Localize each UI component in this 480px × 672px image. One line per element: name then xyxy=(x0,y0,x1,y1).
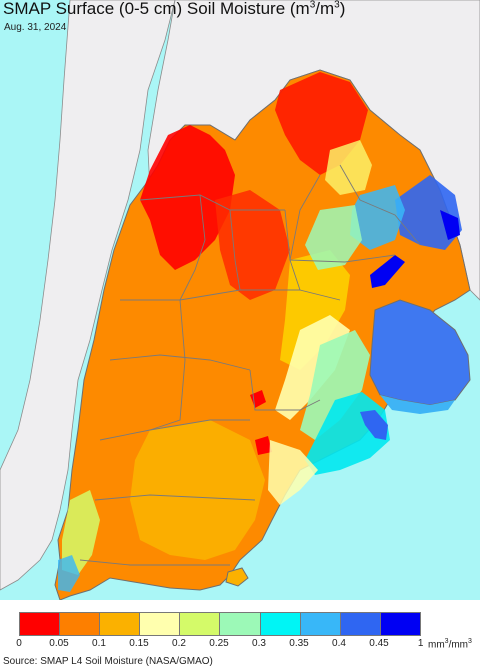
legend-tick-label: 0.05 xyxy=(49,638,69,649)
legend-tick-label: 0 xyxy=(16,638,22,649)
legend-tick-label: 0.4 xyxy=(332,638,346,649)
zone-blue-northeast xyxy=(395,175,462,250)
zone-lightyellow-south xyxy=(268,440,318,505)
legend-swatch xyxy=(340,613,381,635)
zone-green-northeast xyxy=(305,205,362,270)
map-panel: SMAP Surface (0-5 cm) Soil Moisture (m3/… xyxy=(0,0,480,600)
legend-tick-label: 0.15 xyxy=(129,638,149,649)
map-title: SMAP Surface (0-5 cm) Soil Moisture (m3/… xyxy=(3,0,346,18)
zone-dry-red-central xyxy=(215,190,290,300)
zone-blue-coast xyxy=(360,410,388,440)
legend-swatch xyxy=(300,613,341,635)
legend-swatch xyxy=(220,613,261,635)
zone-red-spot-south xyxy=(250,390,272,455)
legend-swatch xyxy=(380,613,420,635)
neighbor-land-chile xyxy=(0,0,176,591)
legend-tick-label: 0.25 xyxy=(209,638,229,649)
legend-tick-label: 0.1 xyxy=(92,638,106,649)
zone-cyan-southwest xyxy=(58,555,80,592)
legend-swatch xyxy=(180,613,221,635)
legend-tick-label: 0.35 xyxy=(289,638,309,649)
legend-swatch xyxy=(140,613,181,635)
zone-green-southwest xyxy=(62,490,100,575)
map-date: Aug. 31, 2024 xyxy=(4,22,67,33)
legend-swatch xyxy=(260,613,301,635)
zone-lightorange-south xyxy=(130,420,265,560)
tierra-del-fuego xyxy=(225,567,249,587)
legend-swatch xyxy=(60,613,101,635)
map-header: SMAP Surface (0-5 cm) Soil Moisture (m3/… xyxy=(0,0,480,40)
source-credit: Source: SMAP L4 Soil Moisture (NASA/GMAO… xyxy=(3,656,213,667)
province-borders xyxy=(79,164,421,566)
uruguay-region xyxy=(369,299,471,406)
legend-tick-label: 0.2 xyxy=(172,638,186,649)
color-legend: 0 0.05 0.1 0.15 0.2 0.25 0.3 0.35 0.4 0.45 1 mm3/m… xyxy=(0,604,480,654)
legend-tick-label: 1 xyxy=(417,638,424,649)
zone-blue-river xyxy=(370,210,460,288)
zone-green-band xyxy=(300,330,370,440)
uruguay-coast-light xyxy=(380,395,455,414)
soil-moisture-map xyxy=(0,0,480,600)
legend-swatch xyxy=(20,613,61,635)
legend-colorbar xyxy=(19,612,421,636)
legend-tick-label: 0.45 xyxy=(369,638,389,649)
zone-yellow-northeast xyxy=(325,140,372,195)
legend-swatch xyxy=(100,613,141,635)
legend-tick-label: 0.3 xyxy=(252,638,266,649)
zone-dry-red-north xyxy=(140,125,235,270)
legend-unit: mm3/mm3 xyxy=(428,638,472,651)
